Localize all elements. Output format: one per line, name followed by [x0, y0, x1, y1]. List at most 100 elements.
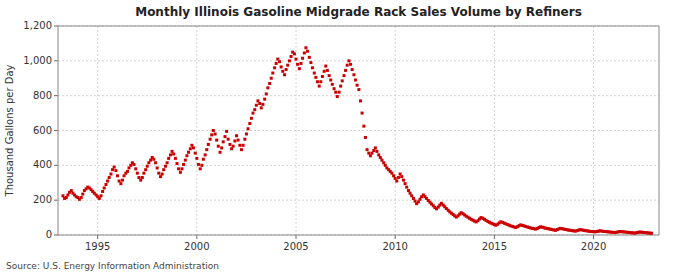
point [180, 167, 183, 170]
point [273, 66, 276, 69]
point [101, 190, 104, 193]
point [357, 88, 360, 91]
grid-line [58, 130, 659, 131]
point [271, 72, 274, 75]
axis-label: Thousand Gallons per Day [4, 64, 15, 197]
point [152, 158, 155, 161]
point [230, 147, 233, 150]
point [367, 152, 370, 155]
point [159, 175, 162, 178]
point [200, 164, 203, 167]
grid-line [196, 26, 197, 235]
point [266, 86, 269, 89]
point [366, 148, 369, 151]
point [417, 200, 420, 203]
point [260, 106, 263, 109]
tick-label: 2010 [382, 241, 407, 252]
point [233, 139, 236, 142]
point [214, 132, 217, 135]
point [414, 200, 417, 203]
point [123, 174, 126, 177]
tick [54, 60, 58, 61]
point [156, 166, 159, 169]
point [382, 161, 385, 164]
point [295, 58, 298, 61]
axes: 02004006008001,0001,20019952000200520102… [23, 20, 659, 252]
point [308, 56, 311, 59]
point [210, 133, 213, 136]
point [185, 154, 188, 157]
point [146, 165, 149, 168]
point [309, 61, 312, 64]
point [144, 168, 147, 171]
point [400, 175, 403, 178]
point [174, 157, 177, 160]
tick-label: 200 [33, 194, 52, 205]
point [179, 171, 182, 174]
point [333, 87, 336, 90]
tick-label: 2020 [581, 241, 606, 252]
point [177, 167, 180, 170]
point [199, 167, 202, 170]
point [304, 46, 307, 49]
point [379, 156, 382, 159]
point [349, 63, 352, 66]
point [270, 77, 273, 80]
point [166, 161, 169, 164]
point [202, 158, 205, 161]
grid-line [58, 60, 659, 61]
point [339, 85, 342, 88]
point [263, 98, 266, 101]
chart: 02004006008001,0001,20019952000200520102… [0, 0, 675, 275]
point [299, 62, 302, 65]
point [361, 112, 364, 115]
point [142, 172, 145, 175]
point [219, 151, 222, 154]
plot-frame [58, 26, 659, 235]
point [301, 57, 304, 60]
point [195, 157, 198, 160]
point [164, 165, 167, 168]
grid-line [593, 26, 594, 235]
tick-label: 1,200 [23, 20, 52, 31]
grid [58, 26, 659, 235]
tick [54, 130, 58, 131]
point [390, 172, 393, 175]
point [126, 170, 129, 173]
tick-label: 2005 [283, 241, 308, 252]
point [222, 140, 225, 143]
point [351, 68, 354, 71]
point [176, 162, 179, 165]
point [121, 179, 124, 182]
point [359, 99, 362, 102]
tick-label: 1995 [85, 241, 110, 252]
point [197, 163, 200, 166]
grid-line [58, 200, 659, 201]
point [334, 91, 337, 94]
point [113, 166, 116, 169]
point [147, 161, 150, 164]
point [212, 129, 215, 132]
point [283, 73, 286, 76]
point [285, 68, 288, 71]
point [404, 182, 407, 185]
point [227, 138, 230, 141]
point [374, 146, 377, 149]
point [369, 154, 372, 157]
point [347, 59, 350, 62]
point [346, 64, 349, 67]
point [250, 117, 253, 120]
grid-line [296, 26, 297, 235]
point [242, 144, 245, 147]
point [119, 182, 122, 185]
point [418, 198, 421, 201]
tick [54, 235, 58, 236]
point [323, 70, 326, 73]
point [132, 163, 135, 166]
point [356, 84, 359, 87]
point [238, 144, 241, 147]
point [372, 149, 375, 152]
point [139, 179, 142, 182]
point [225, 130, 228, 133]
point [352, 73, 355, 76]
